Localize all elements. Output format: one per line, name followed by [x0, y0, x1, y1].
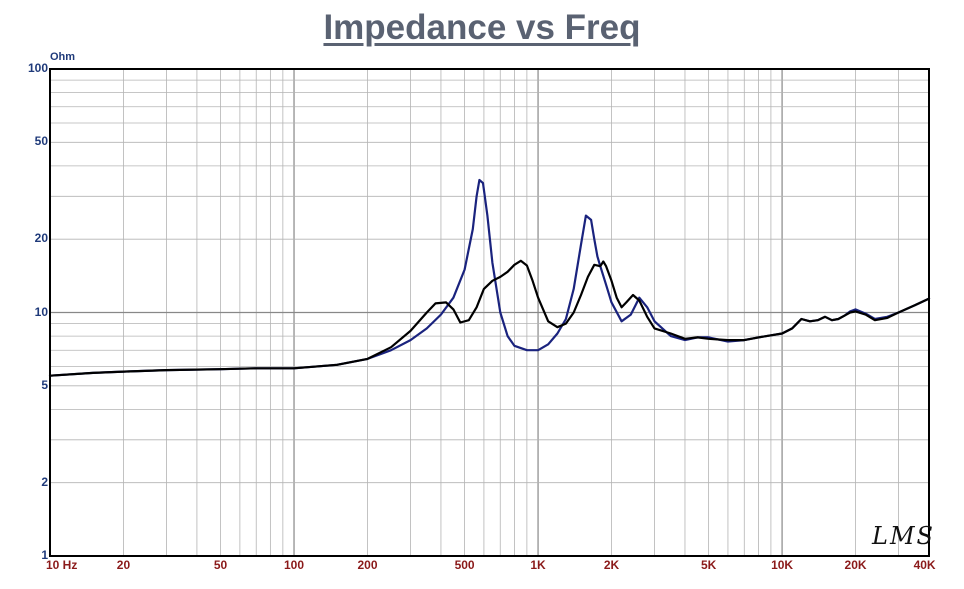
impedance-series-2-line	[48, 259, 931, 377]
y-tick-label: 100	[27, 61, 48, 75]
x-tick-label: 10 Hz	[46, 558, 78, 572]
x-tick-label: 200	[357, 558, 378, 572]
chart-title: Impedance vs Freq	[323, 8, 641, 47]
chart-series-group	[48, 178, 931, 377]
chart-grid	[49, 69, 930, 557]
x-tick-label: 100	[284, 558, 305, 572]
x-tick-label: 1K	[530, 558, 546, 572]
x-tick-label: 10K	[771, 558, 794, 572]
x-tick-label: 20K	[844, 558, 867, 572]
x-tick-label: 500	[454, 558, 475, 572]
x-tick-label: 20	[116, 558, 131, 572]
impedance-series-1-line	[48, 178, 931, 377]
lms-watermark-logo: LMS	[872, 522, 935, 550]
y-tick-label: 1	[41, 548, 48, 562]
y-tick-label: 5	[41, 377, 48, 392]
x-tick-label: 5K	[700, 558, 717, 572]
y-tick-label: 20	[34, 231, 48, 246]
y-axis-unit-label: Ohm	[50, 51, 76, 63]
plot-frame	[49, 68, 930, 557]
y-tick-label: 2	[41, 474, 48, 489]
y-tick-label: 50	[34, 134, 48, 149]
x-tick-label: 40K	[913, 558, 936, 572]
y-tick-label: 10	[34, 304, 48, 319]
x-tick-label: 2K	[603, 558, 620, 572]
x-tick-label: 50	[213, 558, 228, 572]
